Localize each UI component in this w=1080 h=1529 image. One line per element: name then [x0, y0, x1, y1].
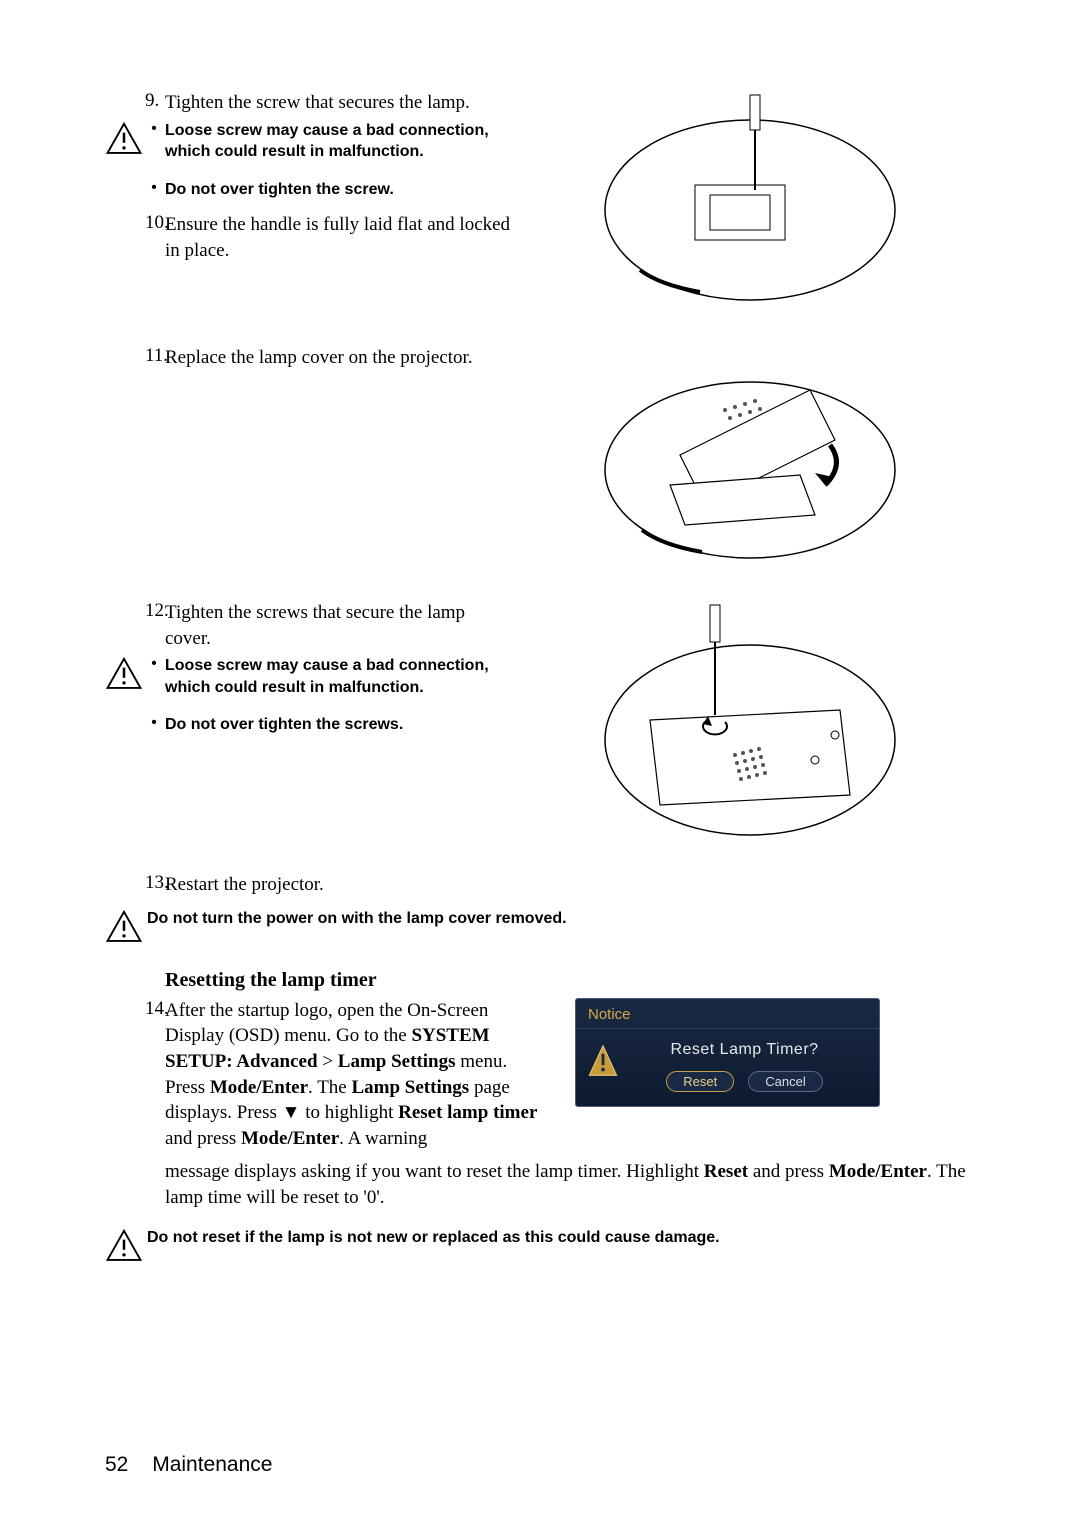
bullet: •: [143, 714, 165, 731]
step-11-text: Replace the lamp cover on the projector.: [165, 345, 515, 371]
block-step-9-10: 9. Tighten the screw that secures the la…: [105, 90, 985, 305]
warning-power-on-cover: Do not turn the power on with the lamp c…: [143, 908, 985, 930]
warning-loose-screw-2: Loose screw may cause a bad connection, …: [165, 655, 515, 698]
warning-overtighten-1: Do not over tighten the screw.: [165, 179, 515, 201]
step-13-text: Restart the projector.: [165, 872, 985, 898]
step-10-text: Ensure the handle is fully laid flat and…: [165, 212, 515, 263]
step-14-number: 14.: [105, 998, 165, 1020]
page-footer: 52 Maintenance: [105, 1453, 272, 1477]
warning-overtighten-2: Do not over tighten the screws.: [165, 714, 515, 736]
block-step-11: 11. Replace the lamp cover on the projec…: [105, 345, 985, 560]
bullet: •: [143, 179, 165, 196]
illustration-replace-cover: [600, 345, 900, 560]
reset-button[interactable]: Reset: [666, 1071, 734, 1092]
cancel-button[interactable]: Cancel: [748, 1071, 822, 1092]
warning-loose-screw-1: Loose screw may cause a bad connection, …: [165, 120, 515, 163]
block-step-14: 14. After the startup logo, open the On-…: [105, 998, 985, 1152]
caution-icon: [105, 655, 143, 698]
heading-reset-lamp-timer: Resetting the lamp timer: [165, 969, 985, 992]
step-12-number: 12.: [105, 600, 165, 622]
step-10-number: 10.: [105, 212, 165, 234]
step-14-text-part2: message displays asking if you want to r…: [165, 1159, 985, 1210]
caution-icon: [105, 1227, 143, 1270]
step-9-text: Tighten the screw that secures the lamp.: [165, 90, 515, 116]
section-name: Maintenance: [152, 1453, 272, 1476]
notice-dialog: Notice Reset Lamp Timer? Reset Cancel: [575, 998, 880, 1107]
warning-triangle-icon: [586, 1039, 620, 1089]
page-number: 52: [105, 1453, 128, 1476]
caution-icon: [105, 908, 143, 951]
notice-question: Reset Lamp Timer?: [620, 1041, 869, 1059]
caution-icon: [105, 120, 143, 163]
bullet: •: [143, 120, 165, 137]
illustration-tighten-cover-screws: [600, 600, 900, 840]
illustration-tighten-lamp-screw: [600, 90, 900, 305]
step-12-text: Tighten the screws that secure the lamp …: [165, 600, 515, 651]
step-13-number: 13.: [105, 872, 165, 894]
step-9-number: 9.: [105, 90, 165, 112]
notice-title: Notice: [576, 999, 879, 1029]
block-step-12: 12. Tighten the screws that secure the l…: [105, 600, 985, 840]
warning-do-not-reset: Do not reset if the lamp is not new or r…: [143, 1227, 985, 1249]
step-11-number: 11.: [105, 345, 165, 367]
step-14-text-part1: After the startup logo, open the On-Scre…: [165, 998, 545, 1152]
page-content: 9. Tighten the screw that secures the la…: [105, 90, 985, 1270]
bullet: •: [143, 655, 165, 672]
